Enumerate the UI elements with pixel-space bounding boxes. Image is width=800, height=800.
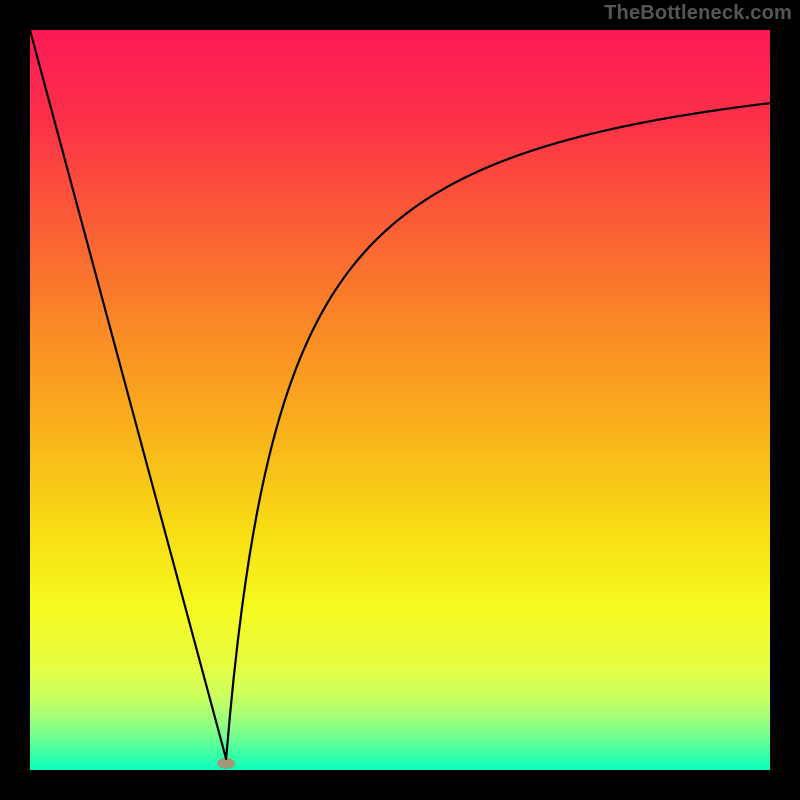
plot-background — [30, 30, 770, 770]
watermark-text: TheBottleneck.com — [604, 2, 792, 25]
chart-container: TheBottleneck.com — [0, 0, 800, 800]
bottleneck-chart — [0, 0, 800, 800]
